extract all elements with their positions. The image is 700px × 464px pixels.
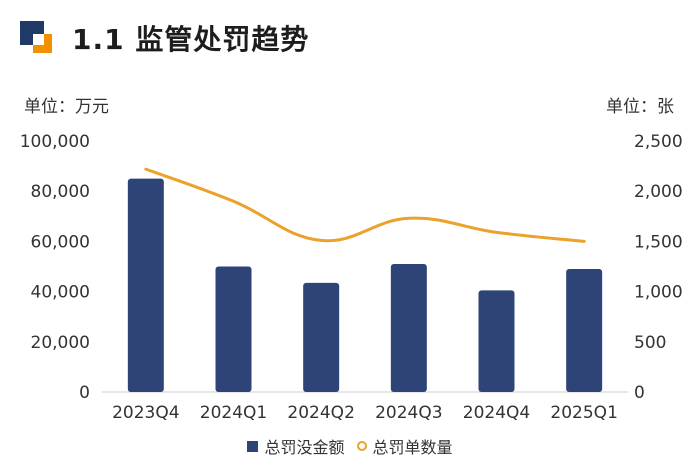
right-axis-unit: 单位：张 [606,97,674,117]
x-tick-label: 2024Q1 [200,403,267,423]
page-title: 1.1 监管处罚趋势 [72,23,310,56]
legend-line-label: 总罚单数量 [372,438,453,457]
legend-bar-label: 总罚没金额 [264,438,345,457]
y-right-tick-label: 1,000 [634,283,683,303]
y-right-tick-label: 500 [634,333,666,353]
x-tick-label: 2024Q3 [375,403,442,423]
left-axis-unit: 单位：万元 [24,97,109,117]
legend-line-swatch-icon [356,441,367,451]
brand-logo-icon [20,21,54,55]
y-right-tick-label: 2,500 [634,132,683,152]
x-tick-label: 2024Q2 [287,403,354,423]
bar [127,178,164,392]
y-right-tick-label: 1,500 [634,232,683,252]
bar [215,266,252,392]
x-tick-label: 2023Q4 [112,403,179,423]
bar [390,263,427,392]
y-right-tick-label: 2,000 [634,182,683,202]
y-left-tick-label: 40,000 [31,283,90,303]
header: 1.1 监管处罚趋势 [20,12,309,64]
y-left-tick-label: 100,000 [20,132,90,152]
legend-bar-swatch-icon [247,440,259,452]
y-left-tick-label: 20,000 [31,333,90,353]
y-right-tick-label: 0 [634,383,645,403]
line-series [144,167,586,243]
bar [566,269,603,392]
chart-legend: 总罚没金额 总罚单数量 [0,434,700,458]
x-tick-label: 2024Q4 [463,403,530,423]
bar [303,282,340,392]
y-left-tick-label: 80,000 [31,182,90,202]
legend-item-bar: 总罚没金额 [247,434,345,458]
legend-item-line: 总罚单数量 [356,434,453,458]
bar [478,290,515,392]
x-tick-label: 2025Q1 [550,403,617,423]
y-left-tick-label: 60,000 [31,232,90,252]
y-left-tick-label: 0 [79,383,90,403]
